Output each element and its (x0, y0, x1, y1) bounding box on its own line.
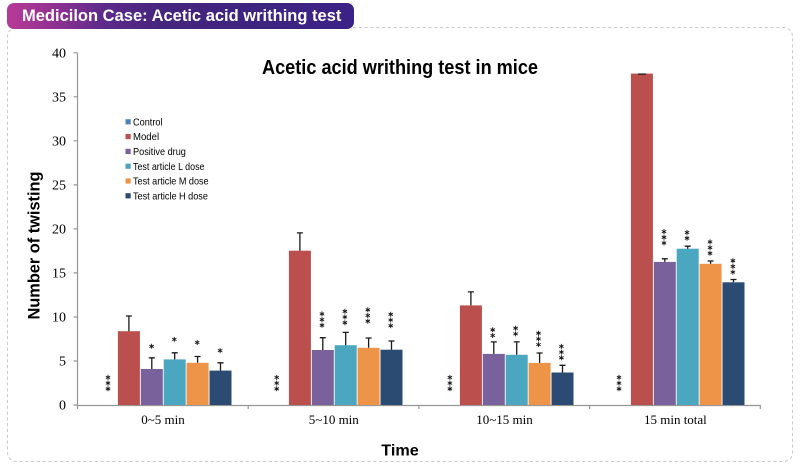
svg-text:Test article H dose: Test article H dose (133, 190, 208, 202)
svg-text:Model: Model (133, 131, 159, 143)
svg-text:Control: Control (133, 116, 163, 128)
svg-text:0~5 min: 0~5 min (141, 412, 185, 427)
svg-text:Test article M dose: Test article M dose (133, 176, 209, 188)
svg-text:Positive drug: Positive drug (133, 146, 186, 158)
svg-text:30: 30 (52, 134, 66, 149)
svg-text:5: 5 (59, 355, 66, 370)
svg-text:40: 40 (52, 46, 66, 61)
svg-text:Time: Time (381, 443, 419, 460)
svg-text:15 min total: 15 min total (644, 412, 707, 427)
svg-text:Number of twisting: Number of twisting (25, 172, 44, 320)
svg-text:Test article L dose: Test article L dose (133, 161, 205, 173)
svg-text:10~15 min: 10~15 min (476, 412, 533, 427)
svg-text:5~10 min: 5~10 min (309, 412, 360, 427)
svg-text:Acetic acid writhing test in m: Acetic acid writhing test in mice (262, 57, 538, 79)
svg-text:35: 35 (52, 90, 66, 105)
svg-text:25: 25 (52, 178, 66, 193)
svg-text:0: 0 (59, 399, 66, 414)
svg-text:10: 10 (52, 311, 66, 326)
svg-text:20: 20 (52, 222, 66, 237)
svg-text:15: 15 (52, 266, 66, 281)
